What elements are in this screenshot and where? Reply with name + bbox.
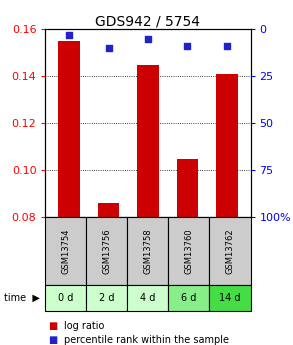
Text: ■: ■	[48, 321, 58, 331]
Text: GSM13754: GSM13754	[62, 228, 70, 274]
Bar	[98, 203, 119, 217]
Point	[146, 36, 150, 41]
Text: time  ▶: time ▶	[4, 293, 40, 303]
Bar	[137, 65, 159, 217]
Text: 6 d: 6 d	[181, 293, 197, 303]
Text: 14 d: 14 d	[219, 293, 241, 303]
Point	[224, 43, 229, 49]
Text: 4 d: 4 d	[140, 293, 156, 303]
Text: GSM13756: GSM13756	[103, 228, 111, 274]
Bar	[216, 74, 238, 217]
Bar	[177, 159, 198, 217]
Point	[67, 32, 71, 38]
Text: log ratio: log ratio	[64, 321, 105, 331]
Title: GDS942 / 5754: GDS942 / 5754	[96, 14, 200, 28]
Text: GSM13758: GSM13758	[144, 228, 152, 274]
Point	[106, 45, 111, 51]
Point	[185, 43, 190, 49]
Text: ■: ■	[48, 335, 58, 345]
Text: percentile rank within the sample: percentile rank within the sample	[64, 335, 229, 345]
Text: GSM13762: GSM13762	[226, 228, 234, 274]
Text: 2 d: 2 d	[99, 293, 115, 303]
Text: GSM13760: GSM13760	[185, 228, 193, 274]
Bar	[58, 41, 80, 217]
Text: 0 d: 0 d	[58, 293, 74, 303]
